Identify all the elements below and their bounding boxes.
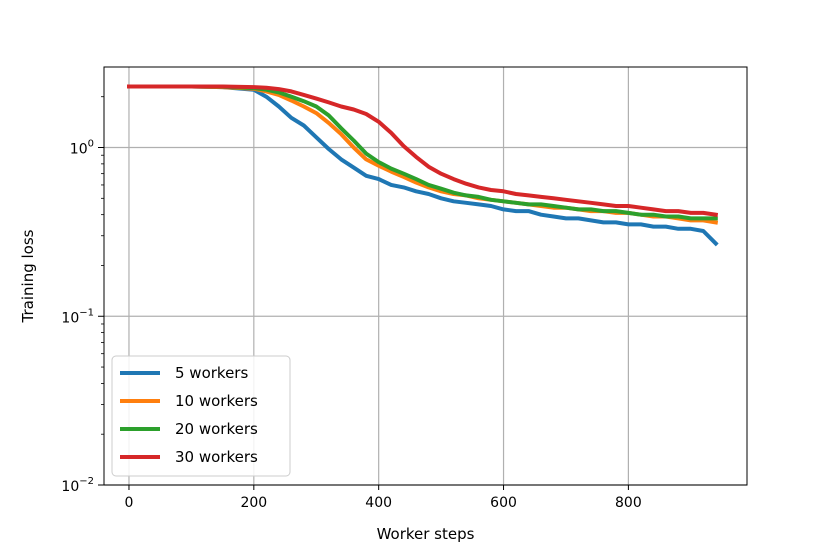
legend-label: 30 workers xyxy=(175,448,258,466)
y-tick-label: 10−2 xyxy=(61,476,94,495)
x-tick-label: 800 xyxy=(615,495,642,511)
series-line-3 xyxy=(127,84,718,221)
legend: 5 workers 10 workers 20 workers 30 workers xyxy=(111,355,291,477)
y-axis-label: Training loss xyxy=(19,229,37,323)
series-lines xyxy=(127,84,719,247)
grid xyxy=(104,67,747,486)
x-tick-label: 0 xyxy=(125,495,134,511)
y-tick-label: 10−1 xyxy=(61,307,94,326)
plot-frame xyxy=(103,66,748,486)
series-line-1 xyxy=(127,84,719,247)
y-axis: 100 10−1 10−2 xyxy=(61,96,104,495)
series-line-4 xyxy=(127,84,719,217)
legend-box xyxy=(111,355,291,477)
legend-label: 20 workers xyxy=(175,420,258,438)
legend-label: 10 workers xyxy=(175,392,258,410)
legend-label: 5 workers xyxy=(175,364,248,382)
y-tick-label: 100 xyxy=(70,139,94,158)
x-tick-label: 200 xyxy=(240,495,267,511)
x-axis-label: Worker steps xyxy=(377,525,475,543)
series-line-2 xyxy=(127,84,719,225)
x-tick-label: 400 xyxy=(365,495,392,511)
x-tick-label: 600 xyxy=(490,495,517,511)
x-axis: 0 200 400 600 800 xyxy=(125,485,642,511)
